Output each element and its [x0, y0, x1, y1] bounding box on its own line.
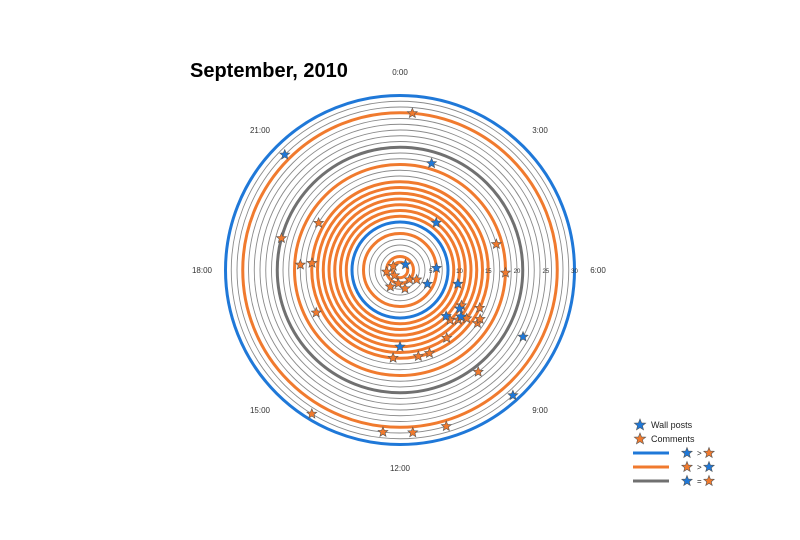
legend-star-right	[702, 460, 716, 473]
legend-operator: =	[697, 477, 702, 486]
day-ring-8	[350, 220, 450, 320]
comment-star	[399, 282, 411, 294]
wall-post-star	[455, 310, 467, 322]
comment-star	[440, 420, 453, 432]
wall-post-star	[399, 258, 412, 270]
day-ring-27	[241, 111, 559, 429]
comment-star	[423, 347, 436, 359]
legend-star-left	[680, 460, 694, 473]
wall-post-star	[421, 277, 434, 289]
hour-labels: 0:00 3:00 6:00 9:00 12:00 15:00 18:00 21:00	[192, 68, 606, 473]
day-ring-3	[380, 250, 420, 290]
wall-post-star	[440, 310, 452, 321]
day-ring-11	[333, 203, 467, 337]
day-ring-29	[230, 100, 570, 440]
day-tick-label: 5	[429, 269, 433, 275]
legend-label: Wall posts	[651, 420, 693, 430]
wall-post-star	[279, 148, 291, 160]
comment-star	[474, 313, 486, 324]
day-ring-30	[224, 94, 576, 446]
day-ring-6	[362, 232, 438, 308]
day-tick-label: 20	[514, 269, 521, 275]
legend-star-right	[702, 446, 716, 459]
wall-post-star	[430, 262, 443, 273]
hour-label: 12:00	[390, 464, 411, 473]
chart-title: September, 2010	[190, 60, 348, 82]
comment-star	[407, 426, 419, 438]
legend-star-left	[680, 474, 694, 487]
comment-star	[310, 306, 322, 318]
wall-post-star	[425, 157, 438, 169]
comment-star	[499, 266, 512, 278]
day-ring-14	[316, 186, 484, 354]
day-ring-16	[305, 175, 495, 365]
day-ring-28	[236, 106, 564, 434]
hour-label: 18:00	[192, 266, 213, 275]
comment-star	[392, 277, 404, 289]
wall-post-star	[453, 302, 466, 314]
day-tick-label: 15	[485, 269, 492, 275]
day-ring-4	[374, 244, 426, 296]
day-ring-25	[253, 123, 547, 417]
comment-star	[473, 301, 486, 313]
comment-star	[441, 331, 453, 343]
day-rings	[224, 94, 576, 446]
day-ring-24	[259, 129, 541, 411]
day-ring-22	[271, 141, 529, 399]
legend-star-left	[680, 446, 694, 459]
legend-star-comment	[633, 432, 647, 445]
wall-post-star	[394, 340, 406, 352]
day-ring-1	[390, 260, 410, 280]
day-ring-23	[265, 135, 535, 405]
comment-star	[306, 407, 318, 419]
comment-star	[387, 351, 399, 363]
wall-post-star	[507, 389, 519, 401]
comment-star	[275, 232, 288, 244]
hour-label: 6:00	[590, 266, 606, 275]
hour-label: 3:00	[532, 126, 548, 135]
comment-star	[294, 258, 307, 270]
day-ring-7	[357, 227, 443, 313]
comment-star	[410, 273, 423, 285]
day-ring-15	[310, 180, 490, 360]
hour-label: 21:00	[250, 126, 271, 135]
comment-star	[387, 260, 399, 271]
day-ring-5	[368, 238, 432, 302]
day-tick-label: 10	[456, 269, 463, 275]
comment-star	[412, 350, 425, 362]
hour-label: 0:00	[392, 68, 408, 77]
wall-post-star	[430, 216, 442, 228]
comment-star	[306, 257, 318, 268]
comment-star	[312, 217, 325, 228]
comment-star	[472, 365, 484, 377]
wall-post-star	[452, 277, 464, 289]
day-ring-9	[344, 214, 456, 326]
day-ring-26	[248, 118, 552, 422]
hour-label: 9:00	[532, 406, 548, 415]
legend-operator: >	[697, 463, 702, 472]
day-ring-17	[299, 169, 501, 371]
legend-operator: >	[697, 449, 702, 458]
comment-star	[388, 269, 401, 281]
legend-star-right	[702, 474, 716, 487]
wall-post-star	[517, 330, 529, 342]
day-ring-21	[275, 145, 525, 395]
comment-star	[406, 107, 419, 119]
day-ring-20	[282, 152, 518, 388]
day-tick-label: 25	[542, 269, 549, 275]
comment-star	[380, 265, 393, 277]
day-tick-label: 30	[571, 269, 578, 275]
comment-star	[384, 280, 397, 292]
legend-star-wall	[633, 418, 647, 431]
hour-label: 15:00	[250, 406, 271, 415]
activity-markers	[275, 107, 529, 438]
comment-star	[377, 426, 389, 437]
day-ring-10	[339, 209, 461, 331]
day-tick-labels: 5 10 15 20 25 30	[429, 269, 578, 275]
day-ring-19	[288, 158, 512, 382]
legend-label: Comments	[651, 434, 695, 444]
comment-star	[490, 238, 503, 250]
